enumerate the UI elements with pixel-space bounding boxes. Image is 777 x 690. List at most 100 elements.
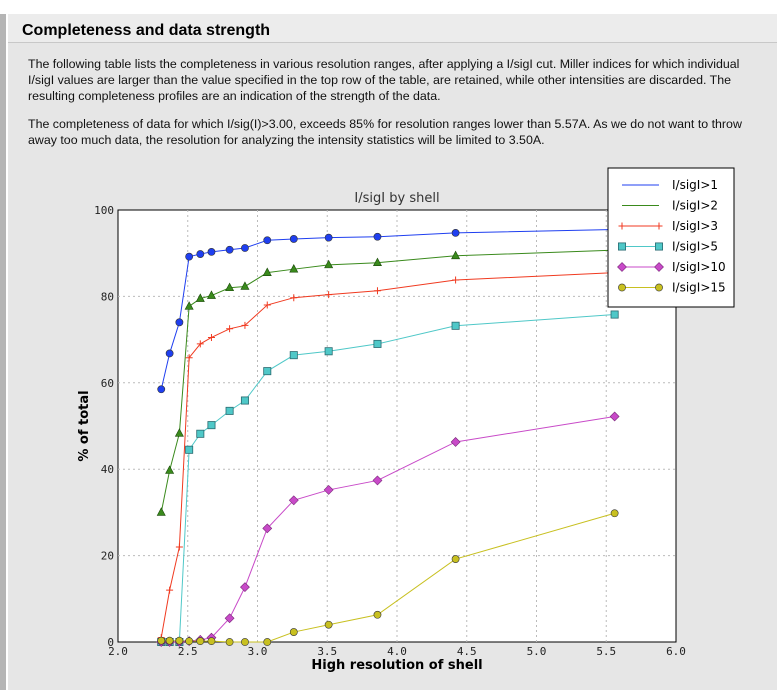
x-tick-label: 4.5 bbox=[457, 645, 477, 658]
data-point-3-13 bbox=[610, 310, 619, 319]
data-point-2-1 bbox=[166, 586, 174, 594]
data-point-5-9 bbox=[289, 628, 298, 636]
x-tick-label: 5.5 bbox=[596, 645, 616, 658]
section-header: Completeness and data strength bbox=[8, 14, 777, 43]
legend-marker-5 bbox=[618, 283, 626, 292]
data-point-2-3 bbox=[185, 354, 193, 362]
data-point-5-7 bbox=[241, 638, 249, 646]
data-point-0-10 bbox=[324, 233, 333, 242]
data-point-2-12 bbox=[452, 276, 460, 284]
data-point-1-11 bbox=[372, 257, 382, 267]
legend-marker-2 bbox=[655, 222, 663, 230]
data-point-4-7 bbox=[240, 582, 250, 593]
data-point-5-1 bbox=[165, 636, 174, 645]
legend-label-0: I/sigI>1 bbox=[672, 178, 718, 192]
data-point-1-10 bbox=[324, 259, 334, 269]
data-point-1-2 bbox=[174, 428, 184, 437]
legend-label-4: I/sigI>10 bbox=[672, 260, 726, 274]
data-point-3-8 bbox=[263, 367, 272, 376]
data-point-2-11 bbox=[373, 287, 381, 295]
x-axis-label: High resolution of shell bbox=[311, 658, 482, 673]
data-point-5-2 bbox=[175, 636, 184, 645]
series-line-2 bbox=[160, 272, 615, 638]
series-line-0 bbox=[160, 228, 615, 390]
legend-label-2: I/sigI>3 bbox=[672, 219, 718, 233]
data-point-0-2 bbox=[175, 318, 184, 327]
data-point-1-3 bbox=[184, 301, 194, 310]
data-point-4-6 bbox=[224, 613, 235, 624]
x-tick-label: 4.0 bbox=[387, 645, 407, 658]
data-point-4-11 bbox=[372, 475, 383, 486]
data-point-1-5 bbox=[206, 290, 216, 299]
data-point-3-12 bbox=[451, 321, 460, 330]
y-axis-label: % of total bbox=[77, 390, 92, 461]
data-point-0-3 bbox=[185, 252, 194, 261]
data-point-1-6 bbox=[225, 282, 235, 292]
data-point-5-0 bbox=[157, 636, 166, 645]
x-tick-label: 3.5 bbox=[317, 645, 337, 658]
data-point-5-11 bbox=[373, 610, 382, 619]
data-point-0-0 bbox=[157, 385, 166, 394]
y-tick-label: 60 bbox=[101, 377, 114, 390]
data-point-2-8 bbox=[263, 301, 271, 309]
y-tick-label: 20 bbox=[101, 550, 114, 563]
data-point-0-4 bbox=[196, 250, 205, 258]
x-tick-label: 2.5 bbox=[178, 645, 198, 658]
y-tick-label: 80 bbox=[101, 290, 114, 303]
data-point-3-3 bbox=[185, 445, 194, 454]
data-point-1-0 bbox=[156, 507, 166, 516]
data-point-0-12 bbox=[451, 228, 460, 237]
series-line-1 bbox=[160, 249, 615, 513]
y-tick-label: 40 bbox=[101, 463, 114, 476]
data-point-4-13 bbox=[609, 411, 620, 422]
data-point-5-5 bbox=[207, 637, 216, 646]
legend-marker-3 bbox=[655, 242, 664, 251]
data-point-3-10 bbox=[324, 347, 333, 356]
x-tick-label: 3.0 bbox=[248, 645, 268, 658]
y-tick-label: 0 bbox=[107, 636, 114, 649]
legend-box bbox=[607, 167, 735, 308]
legend-label-5: I/sigI>15 bbox=[672, 281, 726, 295]
data-point-2-9 bbox=[290, 294, 298, 302]
y-tick-label: 100 bbox=[94, 204, 114, 217]
data-point-5-4 bbox=[196, 637, 205, 646]
data-point-0-8 bbox=[263, 236, 272, 245]
data-point-0-7 bbox=[241, 244, 249, 252]
data-point-4-12 bbox=[450, 437, 461, 447]
legend-label-3: I/sigI>5 bbox=[672, 240, 718, 254]
data-point-1-12 bbox=[451, 250, 461, 260]
data-point-2-7 bbox=[241, 321, 249, 329]
x-tick-label: 6.0 bbox=[666, 645, 686, 658]
legend-marker-2 bbox=[618, 222, 626, 230]
data-point-1-7 bbox=[240, 281, 250, 290]
legend-label-1: I/sigI>2 bbox=[672, 199, 718, 213]
data-point-4-8 bbox=[262, 523, 273, 534]
data-point-3-11 bbox=[373, 339, 382, 348]
data-point-3-6 bbox=[225, 406, 234, 415]
data-point-0-11 bbox=[373, 232, 382, 241]
data-point-5-13 bbox=[610, 509, 619, 518]
legend-marker-5 bbox=[655, 283, 663, 292]
chart-title: I/sigI by shell bbox=[354, 191, 439, 206]
data-point-2-6 bbox=[226, 325, 234, 333]
data-point-2-5 bbox=[207, 333, 215, 341]
data-point-0-9 bbox=[289, 235, 298, 243]
summary-paragraph: The completeness of data for which I/sig… bbox=[28, 117, 742, 147]
data-point-4-10 bbox=[323, 485, 334, 495]
data-point-2-2 bbox=[175, 543, 183, 551]
section-title: Completeness and data strength bbox=[22, 22, 271, 39]
data-point-3-9 bbox=[289, 351, 298, 360]
data-point-3-7 bbox=[240, 396, 249, 405]
left-border bbox=[0, 14, 6, 690]
data-point-5-12 bbox=[451, 555, 460, 563]
legend-marker-4 bbox=[617, 262, 627, 272]
intro-paragraph: The following table lists the completene… bbox=[28, 57, 740, 103]
data-point-4-9 bbox=[288, 495, 299, 506]
data-point-0-1 bbox=[165, 349, 174, 358]
data-point-1-4 bbox=[195, 293, 205, 302]
data-point-5-3 bbox=[185, 637, 194, 646]
data-point-3-5 bbox=[207, 421, 216, 430]
data-point-1-9 bbox=[289, 264, 299, 273]
x-tick-label: 2.0 bbox=[108, 645, 128, 658]
